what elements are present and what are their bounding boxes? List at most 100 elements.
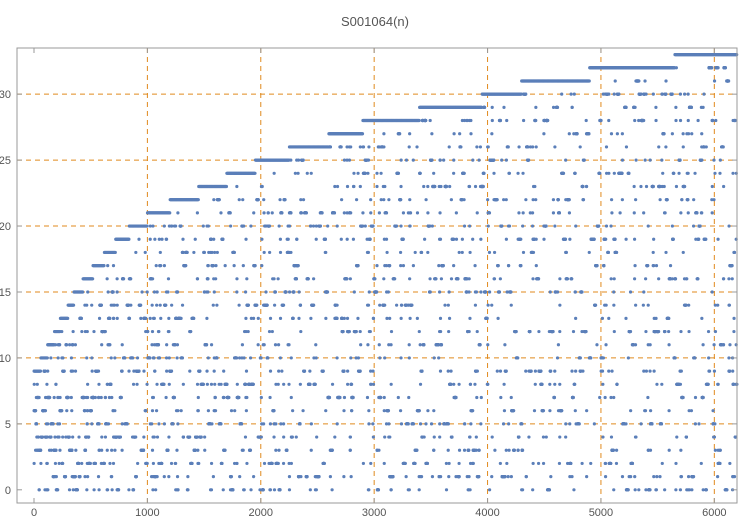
- data-point: [467, 475, 471, 479]
- data-point: [524, 92, 528, 96]
- data-point: [452, 264, 456, 268]
- data-point: [262, 211, 266, 215]
- data-point: [304, 211, 308, 215]
- data-point: [249, 224, 253, 228]
- data-point: [39, 461, 43, 466]
- data-point: [169, 224, 174, 228]
- data-point: [404, 158, 409, 162]
- data-point: [195, 277, 199, 281]
- data-point: [388, 264, 392, 268]
- data-point: [423, 237, 427, 241]
- data-point: [502, 382, 506, 386]
- data-point: [81, 290, 85, 294]
- data-point: [167, 435, 171, 439]
- data-point: [388, 435, 392, 439]
- data-point: [467, 329, 471, 334]
- data-point: [293, 171, 297, 175]
- data-point: [232, 264, 236, 268]
- data-point: [179, 316, 183, 320]
- data-point: [401, 264, 406, 268]
- data-point: [490, 118, 494, 123]
- data-point: [467, 184, 472, 189]
- data-point: [173, 343, 177, 347]
- data-point: [432, 356, 436, 360]
- data-point: [262, 343, 266, 347]
- data-point: [38, 369, 43, 373]
- data-point: [378, 356, 382, 360]
- data-point: [143, 250, 147, 255]
- data-point: [54, 475, 58, 479]
- data-point: [283, 198, 287, 202]
- data-point: [447, 475, 451, 479]
- data-point: [70, 409, 74, 413]
- data-point: [492, 158, 496, 162]
- data-point: [408, 211, 413, 215]
- data-point: [363, 171, 367, 175]
- data-point: [386, 290, 390, 294]
- data-point: [361, 461, 365, 466]
- data-point: [474, 435, 478, 439]
- data-point: [487, 488, 492, 492]
- data-point: [299, 329, 303, 334]
- data-point: [73, 475, 77, 479]
- data-point: [519, 264, 523, 268]
- data-point: [219, 422, 223, 426]
- data-point: [351, 237, 356, 241]
- data-point: [107, 395, 112, 400]
- data-point: [419, 250, 424, 255]
- data-point: [437, 290, 442, 294]
- data-point: [479, 395, 483, 400]
- data-point: [97, 488, 101, 492]
- data-point: [342, 395, 347, 400]
- data-point: [383, 435, 387, 439]
- data-point: [490, 475, 494, 479]
- data-point: [49, 356, 53, 360]
- data-point: [321, 369, 325, 373]
- data-point: [277, 448, 281, 452]
- data-point: [211, 475, 215, 479]
- data-point: [157, 237, 161, 241]
- data-point: [475, 395, 479, 400]
- data-point: [534, 118, 538, 123]
- data-point: [507, 422, 511, 426]
- data-point: [462, 448, 467, 452]
- data-point: [492, 250, 497, 255]
- data-point: [220, 461, 224, 466]
- data-point: [382, 132, 386, 136]
- data-point: [330, 448, 334, 452]
- data-point: [154, 409, 159, 413]
- data-point: [346, 382, 350, 386]
- data-point: [306, 277, 310, 281]
- data-point: [273, 290, 278, 294]
- data-point: [368, 329, 372, 334]
- data-point: [289, 250, 293, 255]
- data-point: [502, 105, 506, 109]
- data-point: [475, 145, 479, 149]
- data-point: [196, 409, 200, 413]
- data-point: [424, 422, 428, 426]
- data-point: [291, 409, 295, 413]
- data-point: [256, 343, 260, 347]
- data-point: [199, 435, 203, 439]
- data-point: [486, 224, 490, 228]
- data-point: [267, 224, 272, 228]
- data-point: [229, 475, 234, 479]
- data-point: [403, 461, 407, 466]
- data-point: [127, 316, 132, 320]
- data-point: [274, 382, 278, 386]
- data-point: [67, 435, 71, 439]
- data-point: [468, 316, 472, 320]
- data-point: [188, 435, 192, 439]
- data-point: [221, 237, 225, 241]
- data-point: [297, 290, 301, 294]
- data-point: [382, 145, 386, 149]
- data-point: [96, 369, 101, 373]
- data-point: [460, 250, 464, 255]
- data-point: [468, 435, 472, 439]
- data-point: [165, 369, 169, 373]
- data-point: [368, 237, 372, 241]
- data-point: [148, 316, 152, 320]
- data-point: [235, 461, 239, 466]
- data-point: [99, 395, 103, 400]
- data-point: [352, 290, 356, 294]
